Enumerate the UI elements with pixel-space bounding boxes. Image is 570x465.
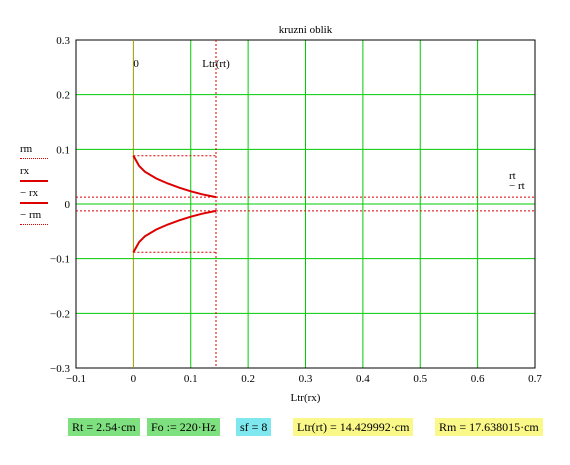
legend-entry-neg-rx: − rx [20,188,60,210]
sf-value: sf = 8 [236,418,272,436]
x-tick-label: 0.1 [184,373,198,385]
x-tick-label: 0.5 [413,373,427,385]
legend-swatch-rm [20,158,48,159]
y-tick-label: 0.1 [56,144,70,156]
y-tick-label: 0 [65,199,71,211]
legend-swatch-rx [20,180,48,182]
rm-value: Rm = 17.638015·cm [435,418,543,436]
right-label-rt: rt [509,170,516,182]
y-tick-label: −0.3 [50,363,70,375]
y-tick-label: 0.2 [56,90,70,102]
legend-label-rm: rm [20,143,33,155]
series-neg-rx [132,209,217,253]
x-tick-label: 0.2 [241,373,255,385]
plot-frame [75,39,536,369]
legend-label-neg-rx: − rx [20,187,39,199]
x-tick-label: 0.4 [356,373,370,385]
chart-title: kruzni oblik [279,24,333,36]
series-rx [132,155,217,199]
parameter-bar: Rt = 2.54·cm Fo := 220·Hz sf = 8 Ltr(rt)… [0,418,570,436]
marker-label-ltr: Ltr(rt) [202,58,230,70]
legend-swatch-neg-rx [20,202,48,204]
x-tick-label: 0.3 [299,373,313,385]
rt-value: Rt = 2.54·cm [68,418,140,436]
y-tick-label: −0.2 [50,308,70,320]
legend-label-neg-rm: − rm [20,209,42,221]
marker-label-zero: 0 [133,58,139,70]
legend-label-rx: rx [20,165,30,177]
x-axis-label: Ltr(rx) [291,392,321,404]
legend: rm rx − rx − rm [20,144,60,232]
right-label-neg-rt: − rt [509,180,525,192]
ltr-value: Ltr(rt) = 14.429992·cm [293,418,414,436]
y-tick-label: −0.1 [50,254,70,266]
legend-swatch-neg-rm [20,224,48,225]
legend-entry-neg-rm: − rm [20,210,60,232]
y-tick-label: 0.3 [56,35,70,47]
x-tick-label: 0 [131,373,137,385]
x-tick-label: −0.1 [66,373,86,385]
legend-entry-rm: rm [20,144,60,166]
x-tick-label: 0.7 [528,373,542,385]
fo-value: Fo := 220·Hz [147,418,220,436]
x-tick-label: 0.6 [471,373,485,385]
legend-entry-rx: rx [20,166,60,188]
